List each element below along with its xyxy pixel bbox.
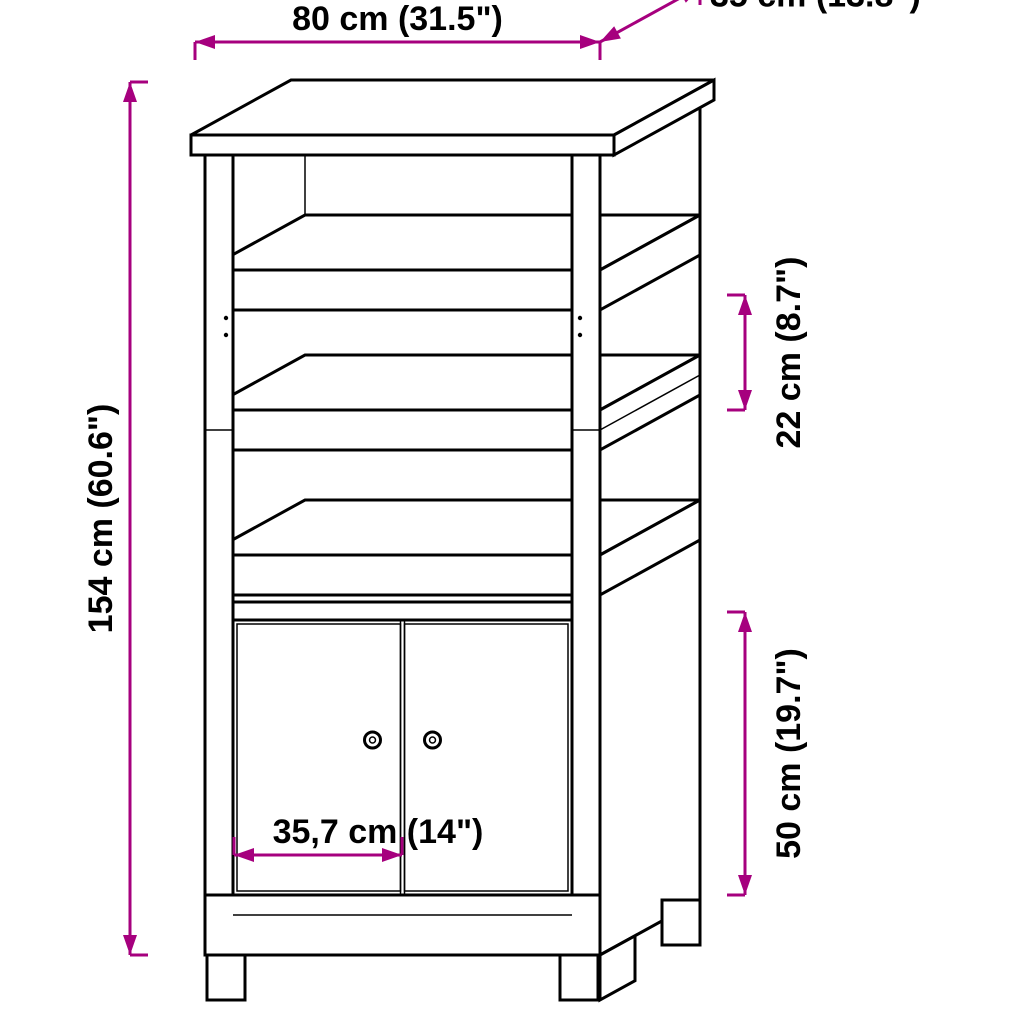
svg-text:35,7 cm (14"): 35,7 cm (14") <box>273 813 484 851</box>
svg-text:50 cm (19.7"): 50 cm (19.7") <box>770 648 808 859</box>
svg-text:80 cm (31.5"): 80 cm (31.5") <box>292 0 503 38</box>
svg-text:154 cm (60.6"): 154 cm (60.6") <box>82 404 120 634</box>
svg-text:22 cm (8.7"): 22 cm (8.7") <box>770 257 808 449</box>
furniture-dimension-diagram: 80 cm (31.5") 35 cm (13.8") 154 cm (60.6")… <box>0 0 1024 1024</box>
svg-text:35 cm (13.8"): 35 cm (13.8") <box>710 0 921 15</box>
